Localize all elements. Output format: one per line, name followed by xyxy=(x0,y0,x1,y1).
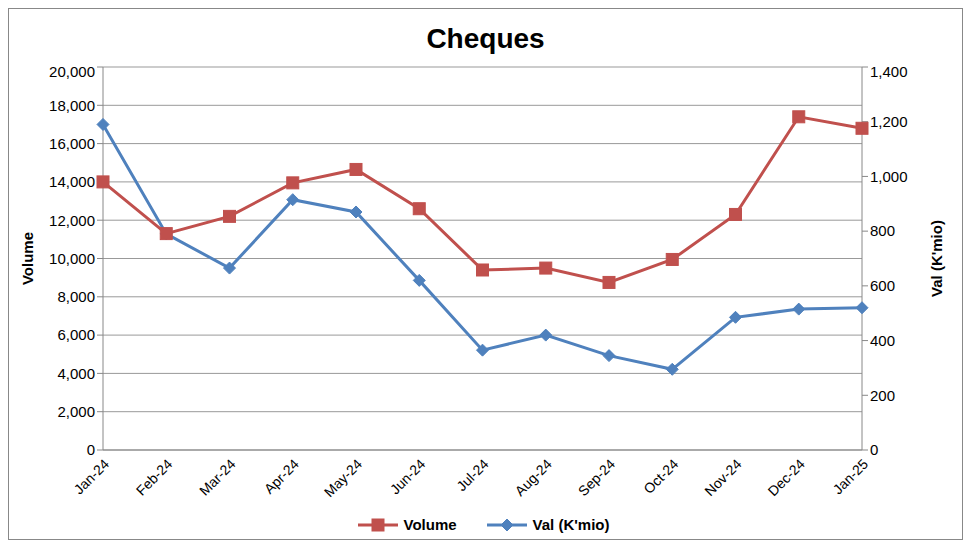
svg-text:8,000: 8,000 xyxy=(57,288,95,305)
svg-text:4,000: 4,000 xyxy=(57,365,95,382)
svg-text:Jan-24: Jan-24 xyxy=(71,456,113,498)
svg-text:12,000: 12,000 xyxy=(49,212,95,229)
svg-text:Jul-24: Jul-24 xyxy=(453,456,491,494)
svg-text:May-24: May-24 xyxy=(321,456,365,500)
svg-text:18,000: 18,000 xyxy=(49,97,95,114)
html-text:Volume: Volume xyxy=(403,516,457,533)
svg-text:Dec-24: Dec-24 xyxy=(765,456,808,499)
svg-text:Val (K'mio): Val (K'mio) xyxy=(928,220,945,297)
svg-text:Jan-25: Jan-25 xyxy=(830,456,872,498)
svg-text:800: 800 xyxy=(870,222,895,239)
svg-text:200: 200 xyxy=(870,387,895,404)
svg-text:6,000: 6,000 xyxy=(57,326,95,343)
svg-text:Oct-24: Oct-24 xyxy=(640,456,681,497)
svg-text:Sep-24: Sep-24 xyxy=(575,456,618,499)
svg-text:Aug-24: Aug-24 xyxy=(512,456,555,499)
svg-text:1,000: 1,000 xyxy=(870,168,908,185)
svg-text:Mar-24: Mar-24 xyxy=(196,456,239,499)
svg-text:2,000: 2,000 xyxy=(57,403,95,420)
svg-text:Feb-24: Feb-24 xyxy=(133,456,176,499)
svg-text:16,000: 16,000 xyxy=(49,135,95,152)
svg-text:14,000: 14,000 xyxy=(49,173,95,190)
svg-text:Jun-24: Jun-24 xyxy=(387,456,429,498)
svg-text:1,200: 1,200 xyxy=(870,113,908,130)
svg-text:1,400: 1,400 xyxy=(870,63,908,80)
svg-text:Nov-24: Nov-24 xyxy=(701,456,744,499)
svg-text:0: 0 xyxy=(87,441,95,458)
svg-text:0: 0 xyxy=(870,441,878,458)
svg-text:Apr-24: Apr-24 xyxy=(261,456,302,497)
svg-text:400: 400 xyxy=(870,332,895,349)
svg-text:Volume: Volume xyxy=(19,232,36,285)
html-text:Val (K'mio): Val (K'mio) xyxy=(532,516,610,533)
html-text:Cheques: Cheques xyxy=(426,23,545,54)
svg-text:20,000: 20,000 xyxy=(49,63,95,80)
svg-text:10,000: 10,000 xyxy=(49,250,95,267)
svg-text:600: 600 xyxy=(870,277,895,294)
